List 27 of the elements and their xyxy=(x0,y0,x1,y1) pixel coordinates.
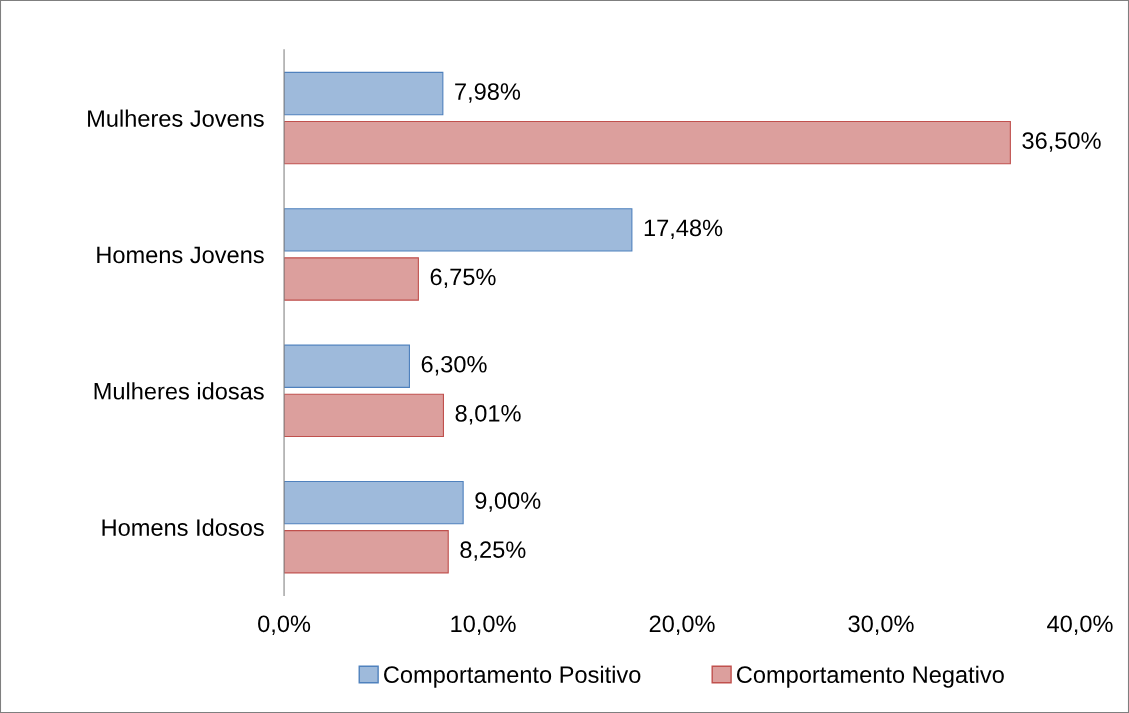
x-tick-label: 40,0% xyxy=(1047,615,1113,635)
x-tick-label: 20,0% xyxy=(649,615,715,635)
bar xyxy=(284,71,444,116)
bar xyxy=(284,257,419,301)
bar xyxy=(284,480,464,525)
bar xyxy=(284,120,1011,165)
data-label: 8,01% xyxy=(455,404,521,425)
data-label: 9,00% xyxy=(475,492,541,512)
x-tick-label: 30,0% xyxy=(848,615,914,635)
legend-label: Comportamento Negativo xyxy=(737,665,1004,688)
bar xyxy=(284,344,410,388)
data-label: 6,30% xyxy=(421,355,487,376)
y-tick-label: Homens Idosos xyxy=(102,518,264,536)
y-tick-label: Mulheres idosas xyxy=(94,382,264,400)
data-label: 8,25% xyxy=(460,541,526,561)
y-tick-label: Mulheres Jovens xyxy=(88,109,264,127)
legend-label: Comportamento Positivo xyxy=(384,665,641,688)
bar xyxy=(284,208,633,252)
x-tick-label: 0,0% xyxy=(258,615,311,635)
y-tick-label: Homens Jovens xyxy=(97,246,264,264)
data-label: 6,75% xyxy=(430,268,496,289)
data-label: 17,48% xyxy=(644,219,723,240)
data-label: 7,98% xyxy=(455,83,521,103)
bar xyxy=(284,530,449,574)
bar xyxy=(284,393,444,438)
x-tick-label: 10,0% xyxy=(451,615,516,635)
data-label: 36,50% xyxy=(1022,132,1101,152)
